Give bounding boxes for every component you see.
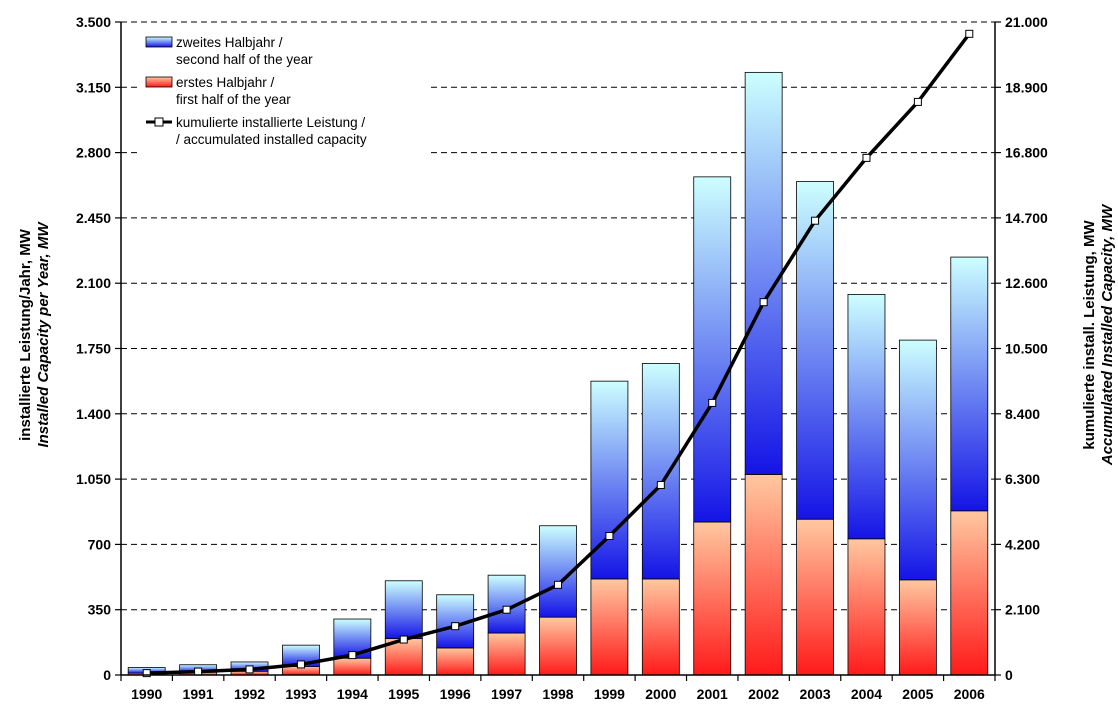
cumulative-point-2001	[708, 398, 717, 407]
bar-first-half-1997	[487, 632, 526, 676]
legend-label-second-half-line1: zweites Halbjahr /	[176, 35, 283, 50]
legend-label-cumulative-line1: kumulierte installierte Leistung /	[176, 115, 365, 130]
cumulative-point-1994	[348, 651, 357, 660]
cumulative-point-1991	[194, 667, 203, 676]
legend-background	[140, 30, 430, 160]
x-tick-label-1993: 1993	[285, 686, 316, 702]
x-tick-label-1997: 1997	[491, 686, 522, 702]
bar-first-half-1998	[539, 616, 577, 676]
right-tick-label-9: 18.900	[1005, 79, 1048, 95]
bar-first-half-2003	[796, 518, 834, 676]
right-axis-title-line2: Accumulated Installed Capacity, MW	[1099, 203, 1116, 466]
right-tick-label-4: 8.400	[1005, 406, 1040, 422]
right-tick-label-8: 16.800	[1005, 145, 1048, 161]
cumulative-point-2006	[965, 29, 974, 38]
bar-second-half-2006	[950, 256, 989, 512]
cumulative-point-1998	[554, 580, 562, 589]
legend-marker-cumulative	[154, 117, 164, 127]
cumulative-point-2000	[656, 481, 665, 490]
x-axis-ticks: 1990 1991 1992 1993 1994 1995 1996 1997 1998 1999…	[120, 675, 996, 702]
x-tick-label-2000: 2000	[645, 686, 676, 702]
left-tick-label-0: 0	[103, 667, 111, 683]
bar-first-half-2005	[898, 579, 937, 676]
legend-label-first-half-line1: erstes Halbjahr /	[176, 75, 275, 90]
legend-label-second-half-line2: second half of the year	[176, 52, 313, 67]
right-axis-ticks: 0 2.100 4.200 6.300 8.400 10.500 12.600 14.700 1…	[995, 14, 1048, 683]
right-tick-label-6: 12.600	[1005, 275, 1048, 291]
bar-first-half-1999	[590, 578, 629, 676]
x-tick-label-2002: 2002	[748, 686, 779, 702]
right-tick-label-2: 4.200	[1005, 536, 1040, 552]
bar-first-half-2000	[641, 578, 680, 676]
legend-label-cumulative-line2: / accumulated installed capacity	[176, 132, 367, 147]
cumulative-line	[142, 29, 974, 678]
cumulative-point-1993	[296, 660, 305, 669]
bar-second-half-2001	[693, 176, 732, 523]
right-tick-label-10: 21.000	[1005, 14, 1048, 30]
left-tick-label-1: 350	[88, 602, 112, 618]
x-tick-label-1992: 1992	[234, 686, 265, 702]
x-tick-label-2001: 2001	[697, 686, 728, 702]
cumulative-point-2003	[811, 216, 820, 225]
legend-swatch-second-half	[145, 36, 173, 48]
right-tick-label-3: 6.300	[1005, 471, 1040, 487]
bar-second-half-2000	[641, 363, 680, 580]
x-tick-label-1994: 1994	[337, 686, 368, 702]
left-tick-label-3: 1.050	[76, 471, 111, 487]
x-tick-label-2005: 2005	[902, 686, 933, 702]
left-axis-ticks: 0 350 700 1.050 1.400 1.750 2.100 2.450 2.800 3.1…	[76, 14, 121, 683]
cumulative-point-1992	[245, 665, 254, 674]
x-tick-label-1991: 1991	[183, 686, 214, 702]
bar-first-half-2001	[693, 521, 732, 676]
left-tick-label-4: 1.400	[76, 406, 111, 422]
cumulative-point-1999	[605, 532, 614, 541]
legend: zweites Halbjahr / second half of the ye…	[140, 30, 430, 160]
left-tick-label-6: 2.100	[76, 275, 111, 291]
bar-second-half-1995	[384, 580, 423, 640]
x-tick-label-2006: 2006	[954, 686, 985, 702]
bar-first-half-2002	[744, 474, 783, 676]
x-tick-label-1996: 1996	[440, 686, 471, 702]
x-tick-label-1998: 1998	[542, 686, 573, 702]
right-tick-label-5: 10.500	[1005, 341, 1048, 357]
bar-first-half-1996	[436, 647, 475, 676]
bar-first-half-2006	[950, 510, 989, 676]
left-tick-label-5: 1.750	[76, 341, 111, 357]
bar-first-half-2004	[847, 538, 886, 676]
cumulative-point-2005	[913, 97, 922, 106]
cumulative-point-1990	[142, 669, 151, 678]
bar-second-half-2002	[744, 71, 783, 475]
right-tick-label-1: 2.100	[1005, 602, 1040, 618]
left-axis-title-line2: Installed Capacity per Year, MW	[35, 221, 52, 448]
left-tick-label-7: 2.450	[76, 210, 111, 226]
left-axis-title-line1: installierte Leistung/Jahr, MW	[17, 228, 34, 441]
right-axis-title-line1: kumulierte install. Leistung, MW	[1081, 220, 1098, 450]
left-tick-label-9: 3.150	[76, 79, 111, 95]
right-tick-label-0: 0	[1005, 667, 1013, 683]
cumulative-point-1997	[502, 605, 511, 614]
bar-second-half-2004	[847, 293, 886, 540]
x-tick-label-1990: 1990	[131, 686, 162, 702]
legend-swatch-first-half	[145, 76, 173, 88]
legend-label-first-half-line2: first half of the year	[176, 92, 291, 107]
left-tick-label-2: 700	[88, 536, 112, 552]
left-tick-label-8: 2.800	[76, 145, 111, 161]
x-tick-label-2003: 2003	[799, 686, 830, 702]
cumulative-point-2004	[862, 153, 871, 162]
left-tick-label-10: 3.500	[76, 14, 111, 30]
bar-second-half-2005	[898, 339, 937, 581]
bar-second-half-2003	[796, 181, 834, 520]
cumulative-point-1995	[399, 635, 408, 644]
x-tick-label-1995: 1995	[388, 686, 419, 702]
right-tick-label-7: 14.700	[1005, 210, 1048, 226]
x-tick-label-1999: 1999	[594, 686, 625, 702]
bar-first-half-1994	[333, 657, 372, 676]
cumulative-point-2002	[759, 298, 768, 307]
x-tick-label-2004: 2004	[851, 686, 882, 702]
cumulative-point-1996	[451, 622, 460, 631]
